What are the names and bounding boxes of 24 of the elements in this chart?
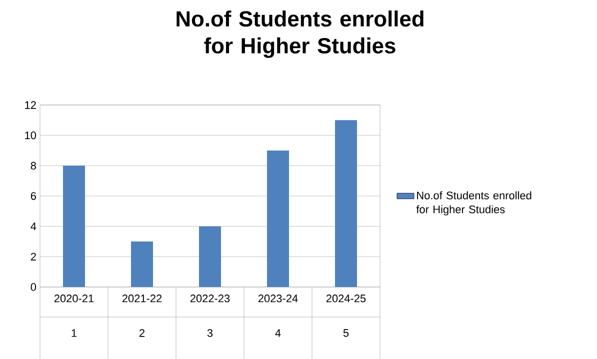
- bar: [199, 226, 221, 287]
- x-tick-label: 2024-25: [326, 294, 366, 302]
- y-tick-label: 10: [25, 131, 36, 140]
- text: 4: [275, 329, 281, 337]
- legend-label: No.of Students enrolled for Higher Studies: [416, 191, 532, 216]
- bar: [63, 166, 85, 287]
- chart-title: No.of Students enrolled for Higher Studies: [176, 10, 424, 58]
- text: 5: [343, 329, 349, 337]
- y-tick-label: 12: [25, 101, 36, 109]
- y-tick-label: 4: [30, 222, 36, 230]
- bar: [267, 150, 289, 287]
- x-tick-label: 2023-24: [258, 294, 298, 302]
- text: 1: [72, 329, 77, 337]
- bar: [131, 242, 153, 287]
- x-tick-label: 2020-21: [54, 294, 94, 302]
- y-tick-label: 2: [30, 252, 36, 260]
- text: 3: [207, 329, 213, 337]
- x-tick-label: 2021-22: [122, 294, 162, 302]
- text: 2: [140, 329, 144, 337]
- y-tick-label: 8: [30, 162, 36, 170]
- x-tick-label: 2022-23: [190, 294, 230, 302]
- y-tick-label: 6: [30, 192, 36, 200]
- bar: [335, 120, 357, 287]
- y-tick-label: 0: [30, 283, 36, 291]
